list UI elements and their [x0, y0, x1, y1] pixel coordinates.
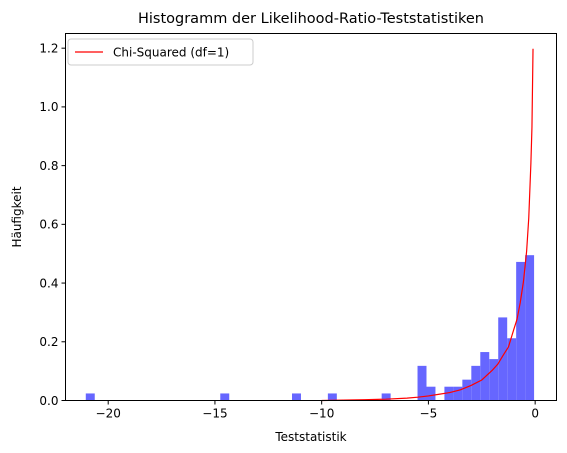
x-tick-label: −10 — [309, 407, 334, 421]
histogram-bar-11 — [480, 352, 490, 401]
legend-box — [67, 38, 254, 66]
y-tick-label: 0.8 — [39, 159, 58, 173]
histogram-bar-0 — [85, 393, 95, 401]
histogram-bar-4 — [381, 393, 391, 401]
histogram-bar-7 — [444, 386, 454, 401]
x-axis-ticks: −20 −15 −10 −5 0 — [96, 400, 539, 421]
x-tick-label: −15 — [202, 407, 227, 421]
y-tick-label: 1.0 — [39, 100, 58, 114]
legend: Chi-Squared (df=1) — [67, 38, 254, 66]
chi-squared-curve — [321, 48, 534, 402]
y-tick-label: 0.6 — [39, 218, 58, 232]
histogram-bar-14 — [507, 338, 517, 401]
y-axis-ticks: 0.0 0.2 0.4 0.6 0.8 1.0 1.2 — [39, 41, 66, 408]
histogram-bar-5 — [417, 365, 427, 401]
histogram-bar-12 — [489, 359, 499, 401]
histogram-bar-2 — [292, 393, 301, 401]
histogram-bar-13 — [498, 317, 508, 401]
x-tick-label: −20 — [96, 407, 121, 421]
x-tick-label: −5 — [420, 407, 438, 421]
y-tick-label: 0.4 — [39, 276, 58, 290]
chi-squared-curve-group — [321, 48, 534, 402]
histogram-bar-8 — [453, 386, 463, 401]
histogram-bar-6 — [426, 386, 436, 401]
histogram-bar-15 — [516, 261, 526, 401]
x-axis-label: Teststatistik — [274, 430, 346, 444]
legend-entry-chi-squared: Chi-Squared (df=1) — [113, 46, 229, 60]
histogram-bar-3 — [327, 393, 337, 401]
y-axis-label: Häufigkeit — [10, 186, 24, 247]
chart-title: Histogramm der Likelihood-Ratio-Teststat… — [138, 11, 484, 27]
plot-frame — [65, 33, 557, 401]
y-tick-label: 0.2 — [39, 335, 58, 349]
y-tick-label: 1.2 — [39, 41, 58, 55]
histogram-bar-9 — [462, 379, 472, 401]
x-tick-label: 0 — [531, 407, 539, 421]
histogram-bar-1 — [220, 393, 230, 401]
histogram-bar-16 — [525, 255, 535, 401]
y-tick-label: 0.0 — [39, 394, 58, 408]
